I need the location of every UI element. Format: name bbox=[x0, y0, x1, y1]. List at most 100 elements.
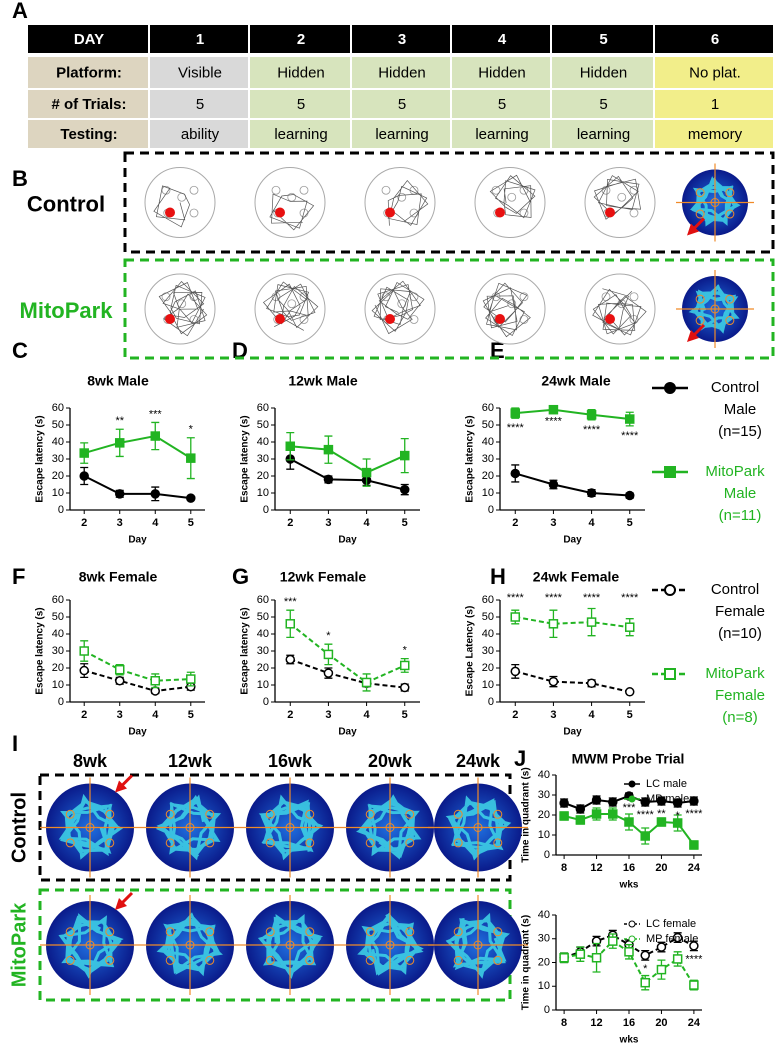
column-label: 24wk bbox=[456, 751, 501, 771]
marker bbox=[510, 612, 521, 622]
marker bbox=[150, 431, 161, 441]
pool bbox=[584, 273, 656, 345]
marker bbox=[640, 831, 650, 841]
heat-trace bbox=[58, 793, 124, 860]
marker bbox=[586, 678, 597, 689]
header-text: 6 bbox=[711, 31, 719, 48]
y-tick-label: 30 bbox=[538, 789, 550, 801]
cell-text: Hidden bbox=[277, 64, 325, 81]
marker bbox=[656, 942, 667, 952]
x-tick-label: 2 bbox=[81, 709, 87, 721]
row-label: Control bbox=[27, 191, 105, 216]
quadrant-ring bbox=[265, 838, 275, 848]
table-cell bbox=[452, 120, 550, 148]
legend-marker bbox=[664, 668, 676, 680]
quadrant-ring bbox=[65, 809, 75, 819]
marker bbox=[510, 468, 521, 479]
quadrant-ring bbox=[265, 927, 275, 937]
y-tick-label: 50 bbox=[482, 419, 494, 431]
x-tick-label: 4 bbox=[364, 709, 371, 721]
marker bbox=[399, 660, 410, 671]
significance: * bbox=[643, 963, 648, 975]
y-tick-label: 60 bbox=[257, 402, 269, 414]
significance: **** bbox=[507, 592, 525, 604]
significance: **** bbox=[583, 592, 601, 604]
quadrant-ring bbox=[493, 927, 503, 937]
panel-label: I bbox=[12, 731, 18, 756]
quadrant-ring bbox=[365, 955, 375, 965]
heat-trace bbox=[445, 795, 512, 861]
y-tick-label: 0 bbox=[58, 696, 64, 708]
legend-marker bbox=[664, 382, 676, 394]
y-tick-label: 10 bbox=[482, 487, 494, 499]
quadrant-ring bbox=[453, 838, 463, 848]
arrow-head bbox=[687, 223, 699, 236]
swim-path bbox=[387, 179, 429, 226]
swim-path bbox=[262, 281, 319, 331]
cell-text: Platform: bbox=[56, 64, 122, 81]
marker bbox=[624, 414, 635, 424]
column-label: 8wk bbox=[73, 751, 108, 771]
marker bbox=[575, 815, 586, 825]
marker bbox=[672, 954, 683, 964]
quadrant-ring bbox=[473, 940, 483, 950]
significance: *** bbox=[149, 408, 163, 420]
x-tick-label: 16 bbox=[623, 1017, 635, 1029]
start-dot bbox=[165, 314, 175, 324]
x-tick-label: 24 bbox=[688, 862, 701, 874]
y-tick-label: 20 bbox=[52, 470, 64, 482]
marker bbox=[79, 471, 89, 481]
platform-ring bbox=[299, 315, 309, 324]
chart-title: 12wk Female bbox=[280, 569, 367, 585]
y-tick-label: 0 bbox=[263, 504, 269, 516]
cell-text: memory bbox=[688, 126, 743, 143]
cell-text: Testing: bbox=[60, 126, 117, 143]
heat-trace bbox=[688, 284, 740, 334]
legend-label: MitoPark bbox=[705, 665, 765, 682]
marker bbox=[285, 441, 296, 451]
marker bbox=[575, 949, 586, 959]
table-cell bbox=[552, 90, 653, 118]
pool bbox=[254, 167, 326, 238]
platform-ring bbox=[617, 192, 627, 202]
x-tick-label: 16 bbox=[623, 862, 635, 874]
series-line bbox=[289, 658, 405, 689]
quadrant-ring bbox=[405, 927, 415, 937]
marker bbox=[323, 474, 334, 485]
cell-text: Hidden bbox=[478, 64, 526, 81]
quadrant-ring bbox=[105, 809, 115, 819]
marker bbox=[114, 664, 125, 675]
x-axis-label: Day bbox=[563, 535, 582, 546]
header-text: 2 bbox=[297, 31, 305, 48]
heat-trace bbox=[445, 912, 510, 979]
series-line bbox=[289, 458, 405, 491]
platform-ring bbox=[381, 185, 391, 195]
quadrant-ring bbox=[725, 209, 735, 219]
marker bbox=[114, 676, 125, 686]
y-tick-label: 0 bbox=[263, 696, 269, 708]
swim-path bbox=[153, 185, 190, 228]
cell-text: learning bbox=[577, 126, 630, 143]
y-tick-label: 40 bbox=[482, 628, 494, 640]
series-line bbox=[290, 445, 406, 474]
y-tick-label: 10 bbox=[538, 980, 550, 992]
legend-label: Male bbox=[724, 485, 757, 502]
quadrant-ring bbox=[65, 927, 75, 937]
quadrant-ring bbox=[165, 955, 175, 965]
y-axis-label: Time in quadrant (s) bbox=[521, 915, 532, 1010]
quadrant-ring bbox=[65, 955, 75, 965]
chart-title: 8wk Male bbox=[87, 373, 149, 389]
quadrant-ring bbox=[205, 955, 215, 965]
swim-path bbox=[158, 280, 208, 337]
swim-path bbox=[593, 175, 642, 220]
header-cell bbox=[655, 25, 773, 53]
x-tick-label: 20 bbox=[655, 1017, 667, 1029]
swim-path bbox=[269, 193, 315, 231]
quadrant-ring bbox=[305, 927, 315, 937]
quadrant-ring bbox=[710, 304, 720, 314]
cell-text: # of Trials: bbox=[51, 96, 126, 113]
marker bbox=[79, 665, 89, 676]
y-tick-label: 60 bbox=[52, 402, 64, 414]
quadrant-ring bbox=[405, 838, 415, 848]
heat-trace bbox=[156, 912, 223, 977]
